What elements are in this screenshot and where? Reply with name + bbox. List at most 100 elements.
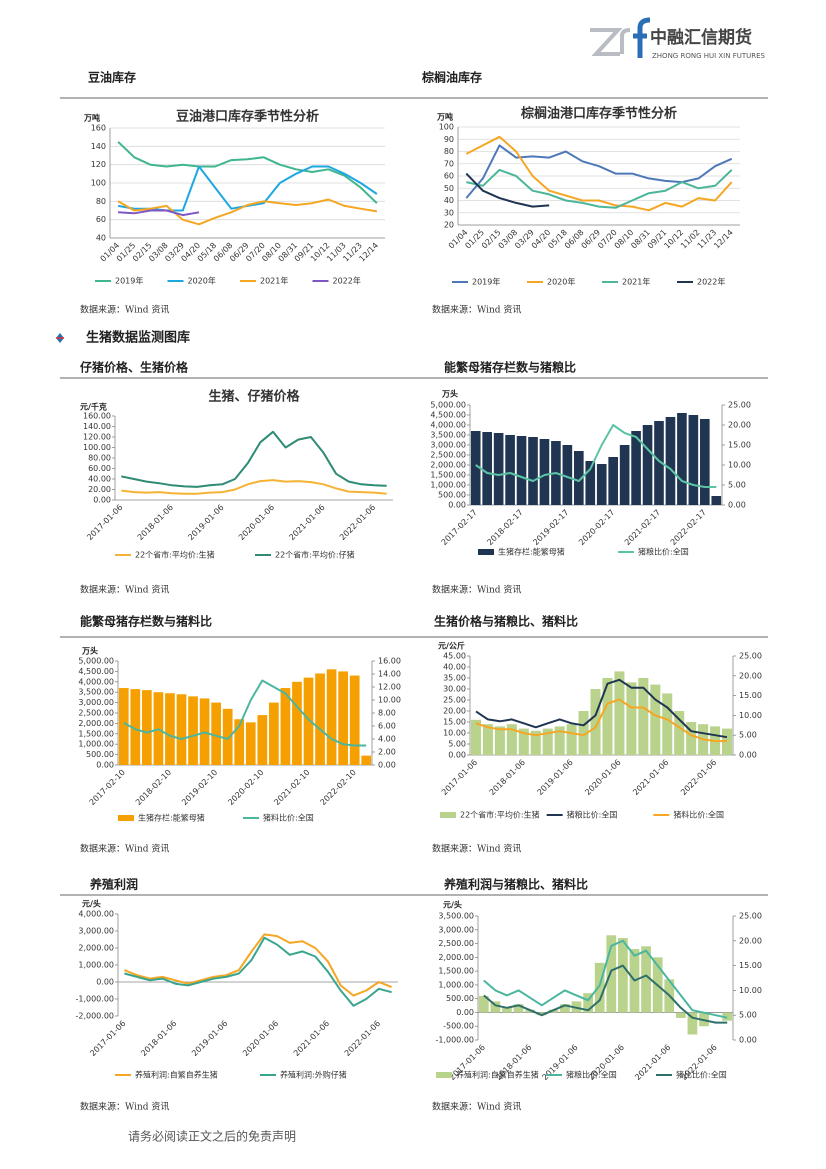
x-tick-label: 2018-01-06: [136, 503, 175, 542]
bar: [675, 1012, 686, 1018]
y-tick-label: 80.00: [88, 454, 111, 463]
y-unit: 万头: [81, 646, 98, 656]
y-tick-label: 160.00: [83, 412, 111, 421]
y-tick-label: 80: [444, 147, 454, 156]
y-tick-label: 500.00: [86, 750, 114, 759]
bar: [687, 1012, 698, 1035]
series-line: [123, 679, 367, 747]
x-tick-label: 2022-01-06: [343, 1019, 382, 1058]
legend-label: 2019年: [472, 277, 500, 287]
x-tick-label: 2021-01-06: [631, 758, 670, 797]
y-tick-label: 5.00: [448, 740, 466, 749]
bar: [142, 690, 152, 765]
bar: [654, 421, 664, 505]
y2-tick-label: 15.00: [739, 961, 762, 970]
bar: [606, 935, 617, 1013]
y-tick-label: -1,000.00: [75, 995, 114, 1004]
series-line: [124, 933, 392, 997]
legend-label: 2021年: [622, 277, 650, 287]
legend-label: 猪料比价:全国: [263, 813, 314, 823]
y2-tick-label: 0.00: [728, 501, 746, 510]
bar: [130, 689, 141, 765]
y-tick-label: -2,000.00: [75, 1012, 114, 1021]
bar: [165, 693, 175, 765]
bar: [583, 993, 593, 1013]
bar: [518, 728, 529, 755]
y2-tick-label: 10.00: [739, 711, 762, 720]
section-title: 生猪数据监测图库: [86, 330, 190, 346]
bar: [505, 435, 515, 505]
x-tick-label: 2018-01-06: [488, 758, 527, 797]
y-tick-label: 120: [91, 160, 106, 169]
company-name-en: ZHONG RONG HUI XIN FUTURES: [652, 52, 766, 60]
bar: [722, 1012, 733, 1021]
series-line: [117, 198, 378, 226]
chart-title: 棕榈油港口库存季节性分析: [520, 106, 677, 122]
y-tick-label: 90: [444, 135, 454, 144]
y-tick-label: 160: [91, 124, 106, 133]
legend-label: 养殖利润:自繁自养生猪: [456, 1070, 539, 1080]
x-tick-label: 2019-01-06: [186, 503, 225, 542]
panel-heading: 仔猪价格、生猪价格: [80, 360, 189, 375]
bar: [665, 417, 676, 505]
y-tick-label: 100.00: [83, 443, 111, 452]
legend-label: 猪粮比价:全国: [638, 547, 689, 557]
y-tick-label: 20.00: [443, 707, 466, 716]
legend-label: 生猪存栏:能繁母猪: [138, 813, 205, 823]
bar: [280, 688, 291, 765]
legend-label: 2020年: [188, 276, 216, 286]
y-tick-label: 5,000.00: [78, 657, 114, 666]
y-tick-label: 40: [96, 234, 106, 243]
y-tick-label: 40.00: [88, 475, 111, 484]
x-tick-label: 2022-02-10: [319, 768, 358, 807]
bar: [493, 433, 504, 505]
x-tick-label: 2022-01-06: [679, 758, 718, 797]
x-tick-label: 2018-01-06: [139, 1019, 178, 1058]
legend-label: 2019年: [115, 276, 143, 286]
y2-tick-label: 10.00: [378, 696, 401, 705]
y-tick-label: 2,500.00: [78, 709, 114, 718]
y-tick-label: 3,000.00: [438, 925, 474, 934]
y-tick-label: 1,000.00: [438, 980, 474, 989]
x-tick-label: 2020-01-06: [241, 1019, 280, 1058]
y-tick-label: 45.00: [443, 652, 466, 661]
y2-tick-label: 15.00: [728, 441, 751, 450]
panel-heading: 生猪价格与猪粮比、猪料比: [434, 614, 578, 629]
panel-heading: 养殖利润与猪粮比、猪料比: [443, 877, 588, 892]
y-tick-label: 25.00: [443, 696, 466, 705]
bar: [536, 1012, 547, 1016]
y2-tick-label: 0.00: [739, 1036, 757, 1045]
y-tick-label: 4,000.00: [78, 910, 114, 919]
y-tick-label: 60: [96, 215, 106, 224]
y-unit: 万吨: [83, 113, 100, 123]
bar: [176, 694, 187, 765]
bar: [530, 730, 541, 755]
company-name: 中融汇信期货: [650, 27, 752, 48]
bar: [118, 688, 129, 765]
source: 数据来源：Wind 资讯: [80, 584, 169, 596]
logo: 中融汇信期货 ZHONG RONG HUI XIN FUTURES: [590, 17, 766, 60]
y-tick-label: 3,500.00: [78, 688, 114, 697]
series-line: [124, 936, 392, 1007]
series-line: [475, 424, 717, 488]
bar: [650, 684, 661, 755]
y-tick-label: 20: [444, 221, 454, 230]
bar: [494, 726, 505, 755]
bar: [626, 682, 637, 755]
y2-tick-label: 8.00: [378, 709, 396, 718]
y-tick-label: 0.00: [96, 761, 114, 770]
panel-heading: 棕榈油库存: [421, 70, 482, 85]
bar: [506, 724, 517, 755]
x-tick-label: 2017-02-17: [440, 508, 479, 547]
y-tick-label: 0.00: [448, 751, 466, 760]
legend-label: 生猪存栏:能繁母猪: [498, 547, 565, 557]
y2-tick-label: 20.00: [739, 671, 762, 680]
y2-tick-label: 10.00: [728, 461, 751, 470]
y-tick-label: 20.00: [88, 485, 111, 494]
y2-tick-label: 5.00: [739, 1011, 757, 1020]
bar: [686, 722, 697, 755]
bar: [303, 677, 314, 765]
bar: [562, 445, 573, 505]
y-tick-label: 30.00: [443, 685, 466, 694]
bar: [222, 708, 233, 765]
